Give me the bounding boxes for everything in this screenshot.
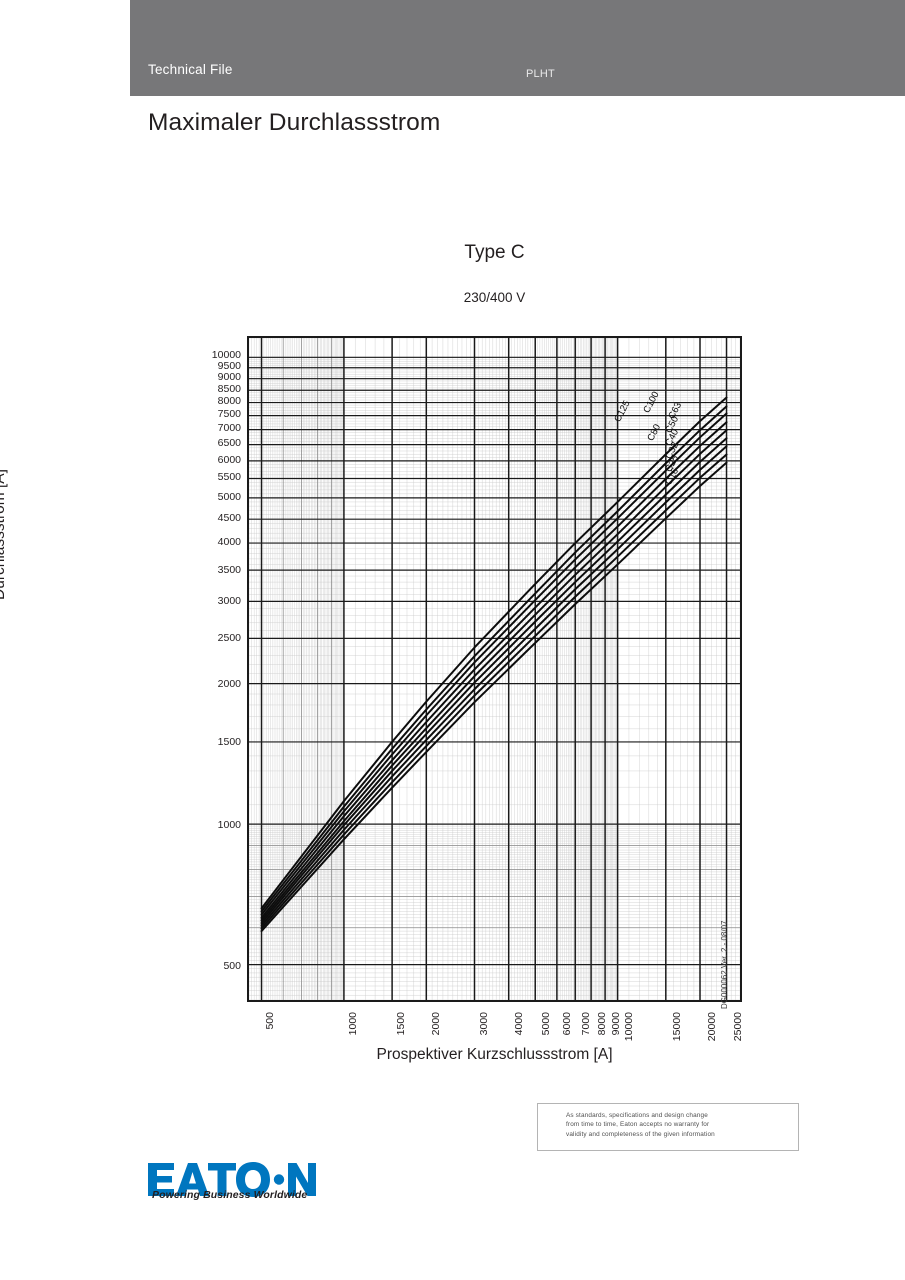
curve-C40 [260,437,728,925]
curve-C50 [260,429,728,922]
logo-tagline: Powering Business Worldwide [152,1189,308,1201]
curve-C100 [260,405,728,913]
y-tick-label: 10000 [211,349,241,362]
y-tick-label: 500 [223,960,241,973]
x-tick-label: 1500 [395,1012,408,1036]
x-tick-label: 9000 [610,1012,622,1036]
chart-canvas [249,338,740,1000]
curve-C80 [260,412,728,916]
y-axis-title: Durchlassstrom [A] [0,469,8,600]
header-left-label: Technical File [148,62,233,77]
x-tick-label: 3000 [478,1012,491,1036]
x-axis-tick-labels: 500 1000 1500 2000 3000 4000 5000 6000 7000 8000 9… [247,1012,745,1072]
y-tick-label: 5000 [217,490,241,503]
disclaimer-line-1: As standards, specifications and design … [566,1112,708,1119]
curve-C25 [260,453,728,930]
disclaimer-line-2: from time to time, Eaton accepts no warr… [566,1121,710,1129]
x-tick-label: 1000 [346,1012,359,1036]
y-tick-label: 4000 [217,536,241,549]
header-bar: Technical File PLHT [130,0,905,96]
header-right-label: PLHT [526,68,555,80]
y-axis-tick-labels: 500 1000 1500 2000 2500 3000 3500 4000 4500 5000 5… [186,336,241,1002]
y-tick-label: 7500 [217,408,241,421]
curve-group [260,396,728,933]
curve-C16 [260,461,728,933]
document-code: DG000062 Ver. 2 - 08/07 [720,920,729,1009]
y-tick-label: 5500 [217,471,241,484]
y-tick-label: 4500 [217,512,241,525]
x-tick-label: 10000 [622,1012,635,1042]
x-tick-label: 7000 [579,1012,592,1036]
y-tick-label: 9500 [217,359,241,372]
y-tick-label: 7000 [217,422,241,435]
y-tick-label: 9000 [217,370,241,383]
y-tick-label: 1000 [217,819,241,832]
curve-C63 [260,421,728,919]
chart-title: Type C [464,242,525,263]
x-tick-label: 20000 [705,1012,718,1042]
y-tick-label: 6000 [217,453,241,466]
y-tick-label: 6500 [217,437,241,450]
y-tick-label: 8000 [217,395,241,407]
x-tick-label: 6000 [561,1012,574,1036]
x-tick-label: 8000 [595,1012,608,1036]
curve-C125 [260,396,728,910]
x-tick-label: 500 [263,1012,276,1030]
chart-plot-area [247,336,742,1002]
disclaimer-box: As standards, specifications and design … [537,1103,799,1151]
y-tick-label: 8500 [217,382,241,395]
x-tick-label: 15000 [671,1012,684,1042]
chart-subtitle: 230/400 V [463,290,526,305]
y-tick-label: 2500 [217,632,241,645]
x-tick-label: 4000 [512,1012,525,1036]
y-tick-label: 3500 [217,563,241,576]
x-tick-label: 5000 [539,1012,552,1036]
y-tick-label: 3000 [217,595,241,607]
page-title: Maximaler Durchlassstrom [148,109,441,136]
x-tick-label: 25000 [732,1012,745,1042]
x-axis-title: Prospektiver Kurzschlussstrom [A] [376,1046,613,1063]
disclaimer-line-3: validity and completeness of the given i… [566,1130,715,1138]
eaton-logo [148,1162,316,1197]
curve-C32 [260,445,728,927]
x-tick-label: 2000 [429,1012,442,1036]
y-tick-label: 2000 [217,677,241,690]
y-tick-label: 1500 [217,736,241,749]
